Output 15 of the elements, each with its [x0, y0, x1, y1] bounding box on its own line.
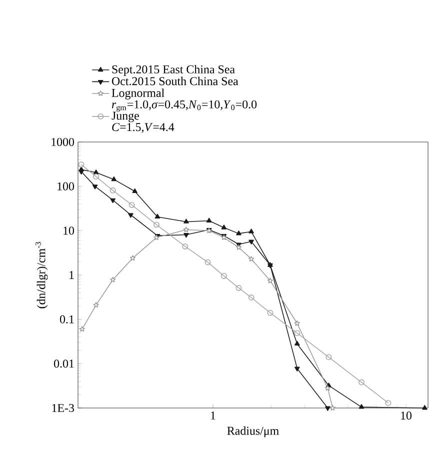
y-tick-label: 0.01: [54, 360, 74, 368]
y-tick-label: 10: [64, 226, 74, 235]
text: r$_{gm}$=1.0,σ=0.45,N$_{0}$=10,Y$_{0}$=0.0: [112, 100, 257, 112]
y-axis-title: (dn/dlgr)/cm$^{-3}$: [36, 242, 48, 308]
legend-label: Sept.2015 East China Sea: [112, 65, 235, 76]
legend-label: Junge: [112, 112, 139, 122]
legend-label: Oct.2015 South China Sea: [112, 76, 238, 86]
y-tick-label: 1000: [52, 138, 74, 146]
legend-label: Lognormal: [112, 88, 164, 100]
x-axis-title: Radius/μm: [227, 426, 279, 438]
text: C=1.5,V=4.4: [112, 123, 174, 133]
y-tick-label: 0.1: [60, 315, 74, 324]
y-tick-label: 1: [70, 271, 74, 279]
y-tick-label: 1E-3: [52, 404, 74, 412]
y-tick-label: 100: [58, 182, 74, 190]
